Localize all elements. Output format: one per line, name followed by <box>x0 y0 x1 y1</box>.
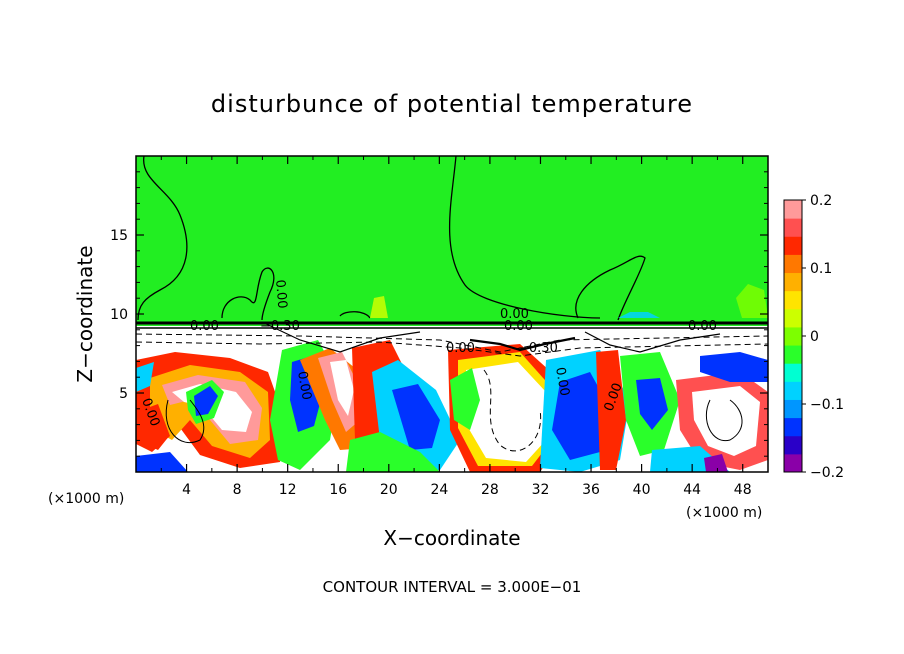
colorbar-swatch <box>784 435 802 455</box>
blob <box>736 284 768 318</box>
contour-line <box>221 267 275 321</box>
contour-line <box>261 321 421 353</box>
contour-line <box>165 399 205 444</box>
contour-line <box>584 331 721 353</box>
y-axis-unit-note: (×1000 m) <box>48 491 124 507</box>
x-tick-label: 40 <box>633 482 651 498</box>
x-tick-label: 8 <box>233 482 242 498</box>
blob <box>330 360 354 416</box>
colorbar-tick-label: −0.2 <box>810 465 844 481</box>
contour-label: 0.00 <box>688 319 717 334</box>
colorbar-swatch <box>784 399 802 419</box>
blob <box>636 378 668 430</box>
contour-line <box>705 399 743 442</box>
upper-field <box>136 156 768 326</box>
contour-interval-note: CONTOUR INTERVAL = 3.000E−01 <box>323 578 582 596</box>
contour-label: 0.00 <box>500 307 529 322</box>
colorbar-ticks: 0.2 0.1 0 −0.1 −0.2 <box>802 193 844 481</box>
blob <box>466 362 546 462</box>
contour-label: 0.00 <box>294 370 314 401</box>
inversion-contours <box>136 321 768 452</box>
blob <box>596 350 626 470</box>
blob <box>450 368 480 430</box>
contour-label: 0.00 <box>446 341 475 356</box>
blob <box>136 362 154 392</box>
contour-label: 0.00 <box>504 319 533 334</box>
colorbar-tick-label: 0 <box>810 329 819 345</box>
blob <box>346 432 440 472</box>
blob <box>136 452 188 472</box>
blob <box>136 404 170 452</box>
colorbar-swatch <box>784 272 802 292</box>
x-axis-unit-note: (×1000 m) <box>686 505 762 521</box>
colorbar-swatch <box>784 290 802 310</box>
x-tick-label: 20 <box>380 482 398 498</box>
x-tick-label: 16 <box>329 482 347 498</box>
y-axis-label: Z−coordinate <box>73 245 97 382</box>
colorbar-swatch <box>784 200 802 219</box>
x-axis-label: X−coordinate <box>383 526 520 550</box>
x-tick-label: 36 <box>582 482 600 498</box>
blob <box>618 312 660 318</box>
colorbar-swatch <box>784 345 802 364</box>
colorbar-swatch <box>784 254 802 274</box>
contour-label: −0.30 <box>518 341 558 356</box>
contour-line <box>136 341 768 357</box>
blob <box>552 372 612 460</box>
blob <box>194 386 218 416</box>
contour-line <box>339 311 371 319</box>
contour-line <box>483 369 542 452</box>
colorbar-swatch <box>784 453 802 473</box>
contour-label: −0.30 <box>260 319 300 334</box>
colorbar-swatch <box>784 381 802 400</box>
colorbar-swatch <box>784 363 802 382</box>
colorbar-tick-label: −0.1 <box>810 397 844 413</box>
colorbar-swatch <box>784 308 802 328</box>
x-tick-label: 44 <box>683 482 701 498</box>
blob <box>700 352 768 382</box>
upper-contours <box>137 156 646 321</box>
contour-label: 0.00 <box>552 366 572 397</box>
x-tick-label: 12 <box>279 482 297 498</box>
field-blobs <box>370 284 768 318</box>
x-tick-label: 28 <box>481 482 499 498</box>
contour-line <box>575 255 646 321</box>
colorbar-swatch <box>784 326 802 346</box>
contour-line <box>469 336 576 352</box>
colorbar <box>784 200 802 473</box>
contour-line <box>137 156 188 321</box>
colorbar-tick-label: 0.1 <box>810 261 832 277</box>
contour-label: 0.00 <box>190 319 219 334</box>
blob <box>392 384 440 450</box>
y-axis-ticks: 5 10 15 <box>110 171 768 457</box>
colorbar-swatch <box>784 236 802 255</box>
lower-field-blobs <box>136 340 768 472</box>
plot-area: 0.00 0.00 0.00 0.00 0.00 0.00 0.00 0.00 … <box>136 156 768 472</box>
y-tick-label: 15 <box>110 228 128 244</box>
x-tick-label: 24 <box>430 482 448 498</box>
x-tick-label: 32 <box>532 482 550 498</box>
colorbar-swatch <box>784 218 802 237</box>
chart-title: disturbunce of potential temperature <box>211 90 693 118</box>
x-tick-label: 48 <box>734 482 752 498</box>
contour-line <box>448 156 601 319</box>
contour-label: 0.00 <box>272 279 289 309</box>
colorbar-tick-label: 0.2 <box>810 193 832 209</box>
x-axis-ticks: 4 8 12 16 20 24 28 32 36 40 44 48 <box>160 156 752 498</box>
colorbar-swatch <box>784 417 802 437</box>
y-tick-label: 10 <box>110 307 128 323</box>
x-tick-label: 4 <box>182 482 191 498</box>
y-tick-label: 5 <box>119 386 128 402</box>
blob <box>370 296 388 318</box>
contour-line <box>136 333 768 353</box>
blob <box>704 454 728 472</box>
